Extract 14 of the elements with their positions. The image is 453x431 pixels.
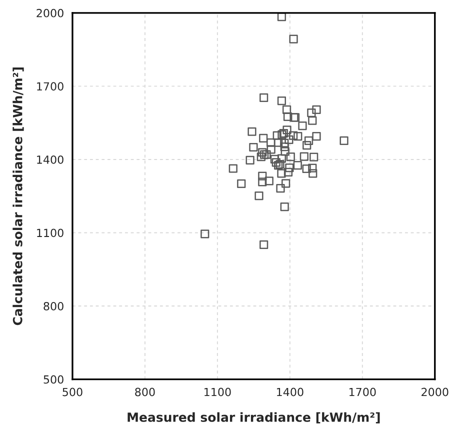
y-axis-title: Calculated solar irradiance [kWh/m²] — [12, 68, 24, 326]
y-tick-label: 1400 — [37, 155, 64, 164]
y-tick-label: 1700 — [37, 82, 64, 91]
y-tick-label: 500 — [44, 375, 64, 384]
x-tick-label: 1700 — [349, 388, 376, 396]
x-tick-label: 2000 — [422, 388, 448, 396]
x-axis-title: Measured solar irradiance [kWh/m²] — [128, 412, 380, 424]
x-tick-label: 800 — [135, 388, 155, 396]
x-tick-label: 1100 — [204, 388, 231, 396]
x-tick-label: 500 — [62, 388, 82, 396]
y-tick-label: 2000 — [36, 8, 64, 18]
y-tick-label: 1100 — [37, 228, 64, 238]
y-tick-label: 800 — [44, 302, 64, 310]
x-tick-label: 1400 — [277, 388, 304, 396]
